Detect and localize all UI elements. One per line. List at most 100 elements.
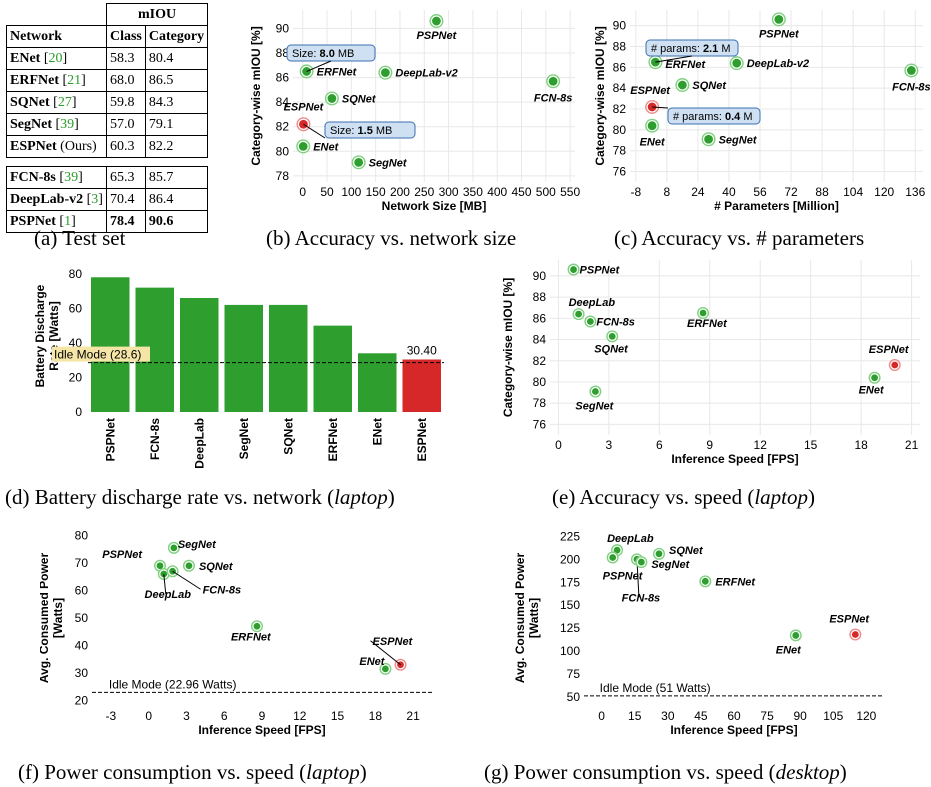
x-tick-label: ESPNet bbox=[415, 418, 429, 461]
idle-label: Idle Mode (28.6) bbox=[54, 348, 141, 362]
cell-category: 86.4 bbox=[144, 188, 209, 211]
point-label: ERFNet bbox=[715, 576, 756, 588]
col-class: Class bbox=[105, 25, 146, 48]
citation[interactable]: 27 bbox=[57, 95, 72, 110]
idle-label: Idle Mode (51 Watts) bbox=[600, 681, 711, 695]
x-tick-label: 9 bbox=[259, 709, 266, 723]
chart-power-desktop: 50 75 100 125 150 175 200 225 0 15 30 45 60 75 90 105 12… bbox=[513, 529, 884, 737]
callout-text: # params: 0.4 M bbox=[673, 111, 753, 123]
point-label: DeepLab bbox=[607, 533, 654, 545]
network-name: SegNet bbox=[10, 117, 52, 132]
data-point bbox=[169, 543, 179, 553]
citation[interactable]: 21 bbox=[67, 73, 82, 88]
x-tick-label: 0 bbox=[555, 438, 562, 452]
bar-segnet bbox=[224, 304, 263, 412]
point-label: FCN-8s bbox=[203, 584, 242, 596]
y-tick-label: 84 bbox=[276, 95, 290, 109]
x-tick-label: 12 bbox=[754, 438, 768, 452]
y-tick-label: 86 bbox=[613, 60, 627, 74]
y-axis-label: Battery Discharge Rate [Watts] bbox=[33, 284, 61, 387]
callout-value: 2.1 bbox=[703, 43, 718, 55]
table-row: SQNet [27] 59.8 84.3 bbox=[6, 91, 209, 114]
caption-f: (f) Power consumption vs. speed (laptop) bbox=[18, 760, 367, 784]
data-point bbox=[649, 56, 662, 68]
x-tick-label: 15 bbox=[628, 709, 642, 723]
x-tick-label: 3 bbox=[183, 709, 190, 723]
point-label: DeepLab bbox=[145, 589, 192, 601]
x-tick-label: 75 bbox=[760, 709, 774, 723]
y-tick-label: 40 bbox=[75, 639, 89, 653]
x-axis-label: Inference Speed [FPS] bbox=[670, 723, 797, 737]
x-tick-label: PSPNet bbox=[103, 418, 117, 461]
x-tick-label: 6 bbox=[221, 709, 228, 723]
y-tick-label: 75 bbox=[567, 667, 581, 681]
cell-class: 65.3 bbox=[105, 166, 146, 189]
cell-network: FCN-8s [39] bbox=[6, 166, 107, 189]
data-point bbox=[636, 557, 646, 567]
size-callout-espnet bbox=[324, 121, 416, 139]
data-point bbox=[379, 67, 391, 79]
y-tick-label: 50 bbox=[567, 690, 581, 704]
x-tick-label: 56 bbox=[753, 185, 767, 199]
y-tick-label: 78 bbox=[613, 144, 627, 158]
y-axis-label-line: [Watts] bbox=[51, 598, 65, 638]
y-tick-label: 80 bbox=[69, 267, 83, 281]
miou-header: mIOU bbox=[105, 3, 209, 26]
callout-value: 0.4 bbox=[725, 111, 741, 123]
point-label: ERFNet bbox=[665, 59, 706, 71]
x-tick-label: 350 bbox=[463, 185, 483, 199]
x-tick-label: 18 bbox=[854, 438, 868, 452]
point-label: ENet bbox=[313, 141, 339, 153]
y-axis-label-text: Category-wise mIOU [%] bbox=[249, 26, 263, 165]
x-tick-label: 0 bbox=[145, 709, 152, 723]
point-label: DeepLab-v2 bbox=[747, 58, 809, 70]
y-tick-label: 20 bbox=[75, 694, 89, 708]
data-point bbox=[676, 79, 688, 91]
x-tick-label: 9 bbox=[706, 438, 713, 452]
callout-prefix: Size: bbox=[292, 48, 320, 60]
point-label: DeepLab bbox=[569, 297, 616, 309]
point-label: SQNet bbox=[199, 561, 234, 573]
bar-enet bbox=[358, 353, 397, 412]
citation[interactable]: 39 bbox=[64, 170, 79, 185]
bar-pspnet bbox=[91, 277, 130, 412]
citation[interactable]: 39 bbox=[60, 117, 75, 132]
x-tick-label: 0 bbox=[299, 185, 306, 199]
citation[interactable]: 3 bbox=[91, 192, 99, 207]
callout-prefix: # params: bbox=[673, 111, 725, 123]
x-tick-label: 550 bbox=[560, 185, 580, 199]
table-row: ERFNet [21] 68.0 86.5 bbox=[6, 69, 209, 92]
citation[interactable]: 20 bbox=[48, 51, 63, 66]
cell-network: SegNet [39] bbox=[6, 113, 107, 136]
bar-deeplab bbox=[180, 298, 219, 412]
category-label: FCN-8s bbox=[148, 418, 162, 460]
category-label: SQNet bbox=[281, 418, 295, 455]
col-category: Category bbox=[144, 25, 209, 48]
y-tick-label: 60 bbox=[75, 584, 89, 598]
caption-g: (g) Power consumption vs. speed (desktop… bbox=[484, 760, 847, 784]
params-callout-espnet bbox=[667, 107, 761, 125]
data-point bbox=[585, 316, 595, 327]
data-point bbox=[297, 140, 309, 152]
caption-c: (c) Accuracy vs. # parameters bbox=[614, 226, 865, 250]
leader-line bbox=[163, 573, 167, 595]
y-tick-label: 84 bbox=[533, 333, 547, 347]
x-tick-label: DeepLab bbox=[192, 418, 206, 469]
data-point bbox=[573, 309, 584, 319]
y-tick-label: 0 bbox=[75, 405, 82, 419]
y-tick-label: 80 bbox=[613, 123, 627, 137]
callout-prefix: # params: bbox=[651, 43, 703, 55]
leader-line bbox=[370, 640, 401, 666]
data-point bbox=[654, 549, 664, 559]
idle-label: Idle Mode (22.96 Watts) bbox=[109, 677, 237, 691]
point-label: ENet bbox=[776, 644, 802, 656]
callout-value: 8.0 bbox=[320, 48, 335, 60]
y-tick-label: 225 bbox=[560, 529, 580, 543]
y-axis-label-text: Category-wise mIOU [%] bbox=[593, 26, 607, 165]
table-row: ENet [20] 58.3 80.4 bbox=[6, 47, 209, 70]
citation[interactable]: 1 bbox=[64, 214, 72, 229]
y-tick-label: 82 bbox=[533, 354, 547, 368]
point-label: ENet bbox=[640, 137, 666, 149]
y-axis-label-text: Category-wise mIOU [%] bbox=[501, 278, 515, 417]
network-name: ESPNet bbox=[10, 139, 57, 154]
